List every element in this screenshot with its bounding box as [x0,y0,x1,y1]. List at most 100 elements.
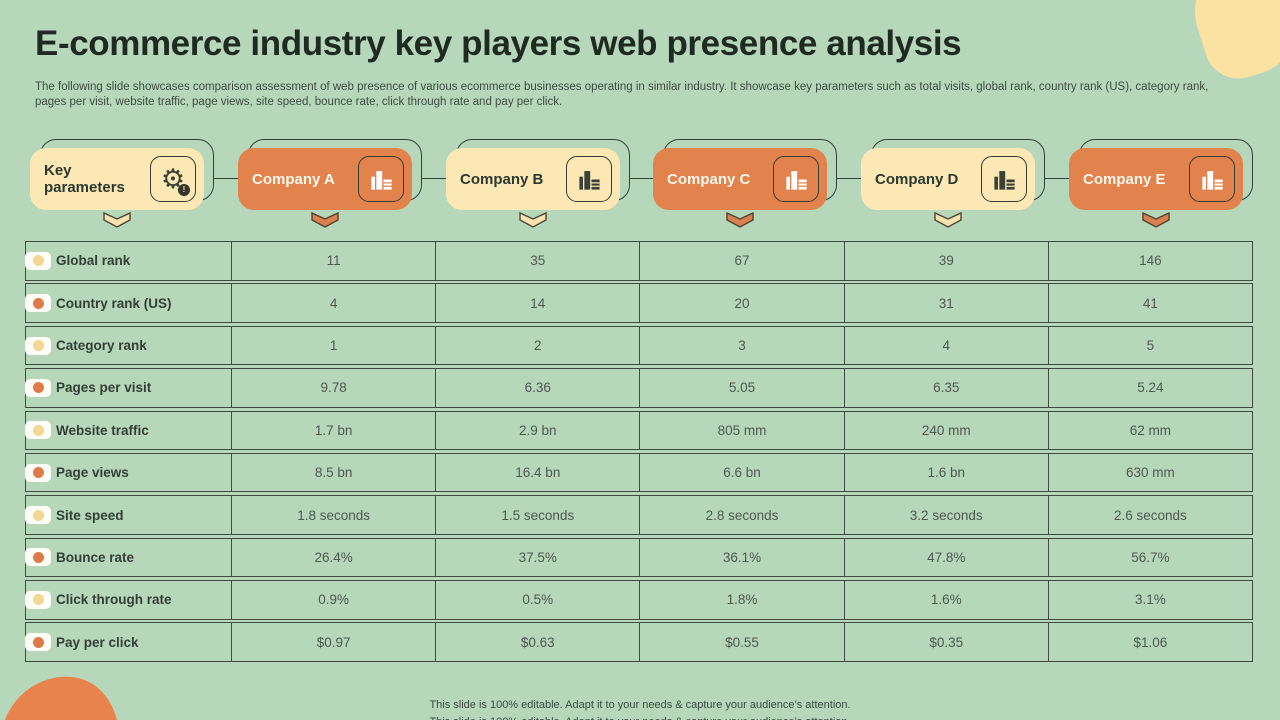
connector-line [630,178,653,179]
company-building-icon: ⚙ ! [1189,156,1235,202]
settings-gear-icon: ⚙ ! [161,166,190,196]
table-cell: 2.6 seconds [1047,496,1252,534]
row-bullet-pill [25,590,51,609]
header-node-company-c: Company C ⚙ ! [653,139,837,228]
bullet-dot-icon [32,467,44,479]
table-cell: 2.8 seconds [639,496,843,534]
table-cell: 4 [843,326,1048,365]
header-node-company-d: Company D ⚙ ! [861,139,1045,228]
table-cell: $1.06 [1047,623,1252,661]
table-cell: 16.4 bn [435,453,639,492]
company-building-icon [578,170,600,190]
table-cell: 3 [639,326,843,365]
table-cell: 1.6 bn [843,453,1048,492]
footer-clipped-line: This slide is 100% editable. Adapt it to… [0,716,1280,720]
bullet-dot-icon [32,424,44,436]
table-cell: $0.97 [231,623,435,661]
table-cell: 47.8% [843,538,1048,577]
table-cell: 11 [231,242,435,280]
row-bullet-pill [25,548,51,567]
row-bullet-pill [25,378,51,397]
table-cell: 1.8 seconds [231,496,435,534]
table-cell: 36.1% [639,538,843,577]
table-cell: 56.7% [1047,538,1252,577]
node-body: Company D ⚙ ! [861,148,1035,210]
company-building-icon: ⚙ ! [358,156,404,202]
table-cell: 1.5 seconds [435,496,639,534]
table-cell: 146 [1047,242,1252,280]
node-body: Company C ⚙ ! [653,148,827,210]
company-building-icon [370,170,392,190]
decor-blob-bottom-left [0,668,128,720]
header-node-company-a: Company A ⚙ ! [238,139,422,228]
table-cell: 8.5 bn [231,453,435,492]
table-cell: 26.4% [231,538,435,577]
connector-line [214,178,238,179]
table-row: Pages per visit 9.78 6.36 5.05 6.35 5.24 [25,368,1253,408]
table-row: Site speed 1.8 seconds 1.5 seconds 2.8 sec… [25,495,1253,535]
table-row: Global rank 11 35 67 39 146 [25,241,1253,281]
page-title: E-commerce industry key players web pres… [35,24,962,63]
row-label: Pages per visit [56,380,152,396]
company-building-icon: ⚙ ! [981,156,1027,202]
header-node-company-b: Company B ⚙ ! [446,139,630,228]
table-cell: 62 mm [1047,411,1252,450]
row-label: Country rank (US) [56,295,172,311]
table-cell: 240 mm [843,411,1048,450]
node-label: Company B [460,170,544,188]
chevron-down-icon [726,211,754,228]
bullet-dot-icon [32,382,44,394]
table-cell: 0.5% [435,581,639,619]
bullet-dot-icon [32,340,44,352]
row-label: Website traffic [56,422,149,438]
table-cell: 2 [435,326,639,365]
table-cell: 6.35 [843,369,1048,407]
company-building-icon [785,170,807,190]
table-cell: 805 mm [639,411,843,450]
connector-line [1045,178,1069,179]
company-building-icon [993,170,1015,190]
header-node-row: Key parameters ⚙ ! Company A [0,0,1280,245]
table-row: Website traffic 1.7 bn 2.9 bn 805 mm 240 mm… [25,410,1253,451]
table-cell: 3.2 seconds [843,496,1048,534]
table-cell: 39 [843,242,1048,280]
bullet-dot-icon [32,551,44,563]
row-bullet-pill [25,294,51,313]
table-cell: $0.63 [435,623,639,661]
row-bullet-pill [25,633,51,652]
table-cell: 5.24 [1047,369,1252,407]
table-cell: 5 [1047,326,1252,365]
row-label: Pay per click [56,634,139,650]
table-cell: 20 [639,284,843,322]
table-cell: 37.5% [435,538,639,577]
connector-line [422,178,446,179]
row-label: Global rank [56,253,131,269]
bullet-dot-icon [32,636,44,648]
node-label: Key parameters [44,162,125,196]
table-cell: 630 mm [1047,453,1252,492]
node-body: Company A ⚙ ! [238,148,412,210]
row-bullet-pill [25,506,51,525]
table-cell: 14 [435,284,639,322]
row-label: Click through rate [56,592,172,608]
node-label: Company C [667,170,751,188]
table-cell: 9.78 [231,369,435,407]
table-row: Page views 8.5 bn 16.4 bn 6.6 bn 1.6 bn 630 … [25,452,1253,493]
node-body: Key parameters ⚙ ! [30,148,204,210]
bullet-dot-icon [32,594,44,606]
row-bullet-pill [25,463,51,482]
table-row: Country rank (US) 4 14 20 31 41 [25,283,1253,323]
company-building-icon: ⚙ ! [773,156,819,202]
row-bullet-pill [25,336,51,355]
node-body: Company E ⚙ ! [1069,148,1243,210]
settings-gear-icon: ⚙ ! [150,156,196,202]
company-building-icon [1201,170,1223,190]
footer-note: This slide is 100% editable. Adapt it to… [429,699,851,711]
slide-description: The following slide showcases comparison… [35,81,1209,108]
row-bullet-pill [25,421,51,440]
row-bullet-pill [25,251,51,270]
table-row: Pay per click $0.97 $0.63 $0.55 $0.35 $1.06 [25,622,1253,662]
comparison-table: Global rank 11 35 67 39 146 Country rank (US… [25,241,1253,662]
